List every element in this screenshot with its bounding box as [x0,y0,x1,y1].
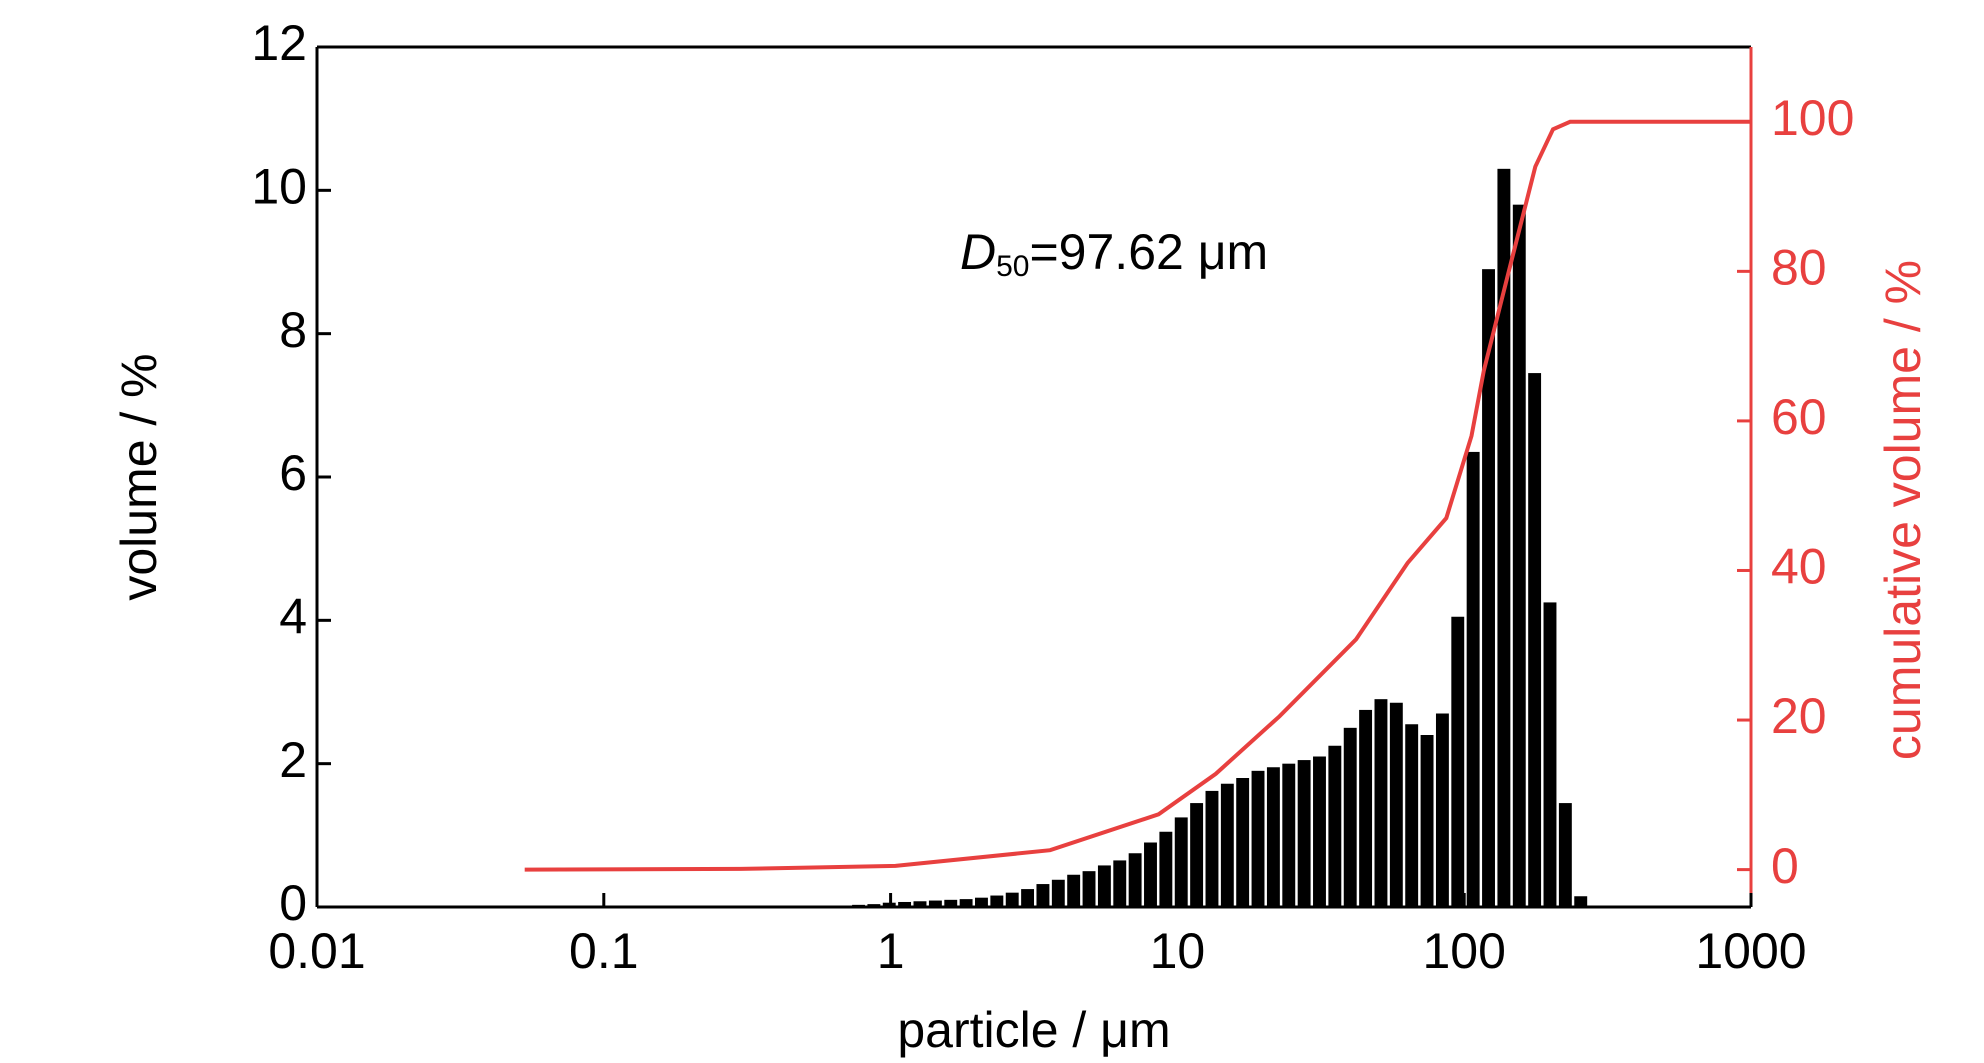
y2-tick-label: 100 [1771,90,1854,146]
histogram-bar [1313,756,1326,907]
histogram-bar [944,899,958,907]
histogram-bar [898,901,912,907]
y2-tick-label: 20 [1771,688,1827,744]
y2-tick-label: 40 [1771,539,1827,595]
histogram-bar [1128,853,1142,907]
y2-tick-label: 0 [1771,838,1799,894]
histogram-bar [1036,884,1050,907]
y-tick-label: 12 [251,15,307,71]
histogram-bar [1190,803,1204,907]
histogram-bar [1451,616,1465,907]
annotation-text: =97.62 μm [1029,224,1268,280]
y2-tick-label: 60 [1771,389,1827,445]
histogram-bar [975,897,988,907]
x-tick-label: 1 [877,923,905,979]
histogram-bar [913,901,927,907]
histogram-bar [1543,602,1557,907]
histogram-bar [1512,204,1526,907]
histogram-bar [1574,896,1588,907]
x-tick-label: 0.01 [268,923,365,979]
histogram-bar [959,899,973,907]
x-tick-label: 0.1 [569,923,639,979]
histogram-bar [1051,879,1065,907]
cumulative-line [524,119,1751,872]
histogram-bar [1144,842,1157,907]
histogram-bar [1497,168,1511,908]
histogram-bar [1282,763,1296,907]
y2-tick-label: 80 [1771,240,1827,296]
histogram-bar [1359,709,1373,907]
histogram-bar [1482,269,1495,908]
y-tick-label: 8 [279,302,307,358]
histogram-bar [1420,735,1434,907]
annotation-symbol: D [960,224,996,280]
y-tick-label: 6 [279,445,307,501]
annotation-subscript: 50 [996,250,1029,283]
histogram-bar [1174,817,1188,907]
x-tick-label: 100 [1422,923,1505,979]
histogram-bar [1236,778,1250,907]
histogram-bar [1266,767,1280,907]
histogram-bar [1251,770,1265,907]
histogram-bar [1405,724,1419,907]
annotation: D50=97.62 μm [960,224,1268,283]
histogram-bar [1343,727,1357,907]
histogram-bar [1528,373,1542,907]
histogram-bar [1435,713,1449,907]
y-tick-label: 10 [251,159,307,215]
histogram-bar [1005,892,1019,907]
y2-axis-label: cumulative volume / % [1875,260,1931,760]
histogram-bar [1067,874,1081,907]
histogram-bar [1466,451,1480,907]
histogram-bar [1328,745,1342,907]
histogram-bar [1297,760,1311,907]
histogram-bar [990,895,1004,907]
histogram-bar [1374,699,1388,907]
y-tick-label: 2 [279,732,307,788]
histogram-bar [1389,702,1403,907]
y-tick-label: 4 [279,589,307,645]
x-tick-label: 10 [1150,923,1206,979]
y-axis-label: volume / % [111,353,167,600]
histogram-bar [1558,803,1572,907]
x-tick-label: 1000 [1695,923,1806,979]
y-tick-label: 0 [279,875,307,931]
histogram-bar [1205,790,1219,907]
histogram-bar [1113,860,1127,907]
x-axis-label: particle / μm [897,1002,1170,1058]
histogram-bar [928,900,942,907]
histogram-bar [1082,871,1096,907]
histogram-bar [1021,889,1035,907]
histogram-bar [1097,865,1111,907]
histogram-bar [1159,831,1173,907]
histogram-bar [1220,783,1234,907]
